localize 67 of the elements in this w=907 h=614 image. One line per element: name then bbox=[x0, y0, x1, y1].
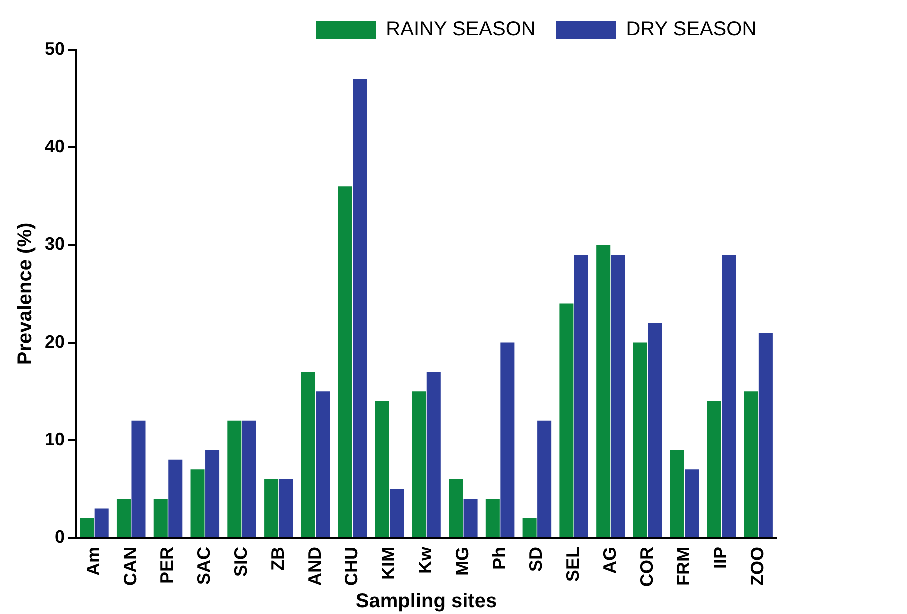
bar bbox=[390, 489, 404, 537]
x-tick-label: Am bbox=[83, 547, 104, 576]
x-tick-label: SEL bbox=[563, 547, 584, 582]
bar bbox=[633, 342, 648, 537]
x-tick-label: SIC bbox=[231, 547, 252, 578]
bar bbox=[168, 460, 183, 537]
bar bbox=[228, 420, 242, 537]
x-tick-label: KIM bbox=[378, 547, 399, 580]
bar bbox=[132, 420, 146, 537]
bar bbox=[94, 508, 109, 537]
y-tick-label: 20 bbox=[44, 332, 66, 352]
bar bbox=[500, 342, 515, 537]
x-tick-label: IIP bbox=[710, 547, 731, 570]
bar bbox=[353, 79, 368, 537]
bar bbox=[685, 470, 700, 537]
legend-label: RAINY SEASON bbox=[386, 18, 536, 41]
bar bbox=[486, 498, 500, 537]
bar bbox=[560, 304, 574, 537]
bar bbox=[301, 372, 316, 537]
bar bbox=[80, 518, 94, 537]
x-tick-label: Ph bbox=[489, 547, 510, 570]
bar bbox=[279, 479, 294, 537]
bar bbox=[375, 401, 390, 537]
bar bbox=[412, 392, 426, 537]
bar bbox=[611, 254, 626, 537]
x-tick-label: Kw bbox=[415, 546, 436, 574]
x-axis-title: Sampling sites bbox=[356, 590, 498, 613]
y-tick-label: 0 bbox=[55, 526, 66, 547]
bar bbox=[206, 450, 220, 537]
bar bbox=[596, 245, 611, 537]
bar bbox=[538, 420, 552, 537]
y-tick-label: 40 bbox=[44, 136, 66, 157]
x-tick-label: COR bbox=[636, 547, 657, 587]
bar bbox=[116, 498, 131, 537]
x-tick-label: AG bbox=[600, 547, 620, 574]
y-tick-label: 30 bbox=[44, 234, 66, 254]
y-axis-title: Prevalence (%) bbox=[14, 222, 37, 366]
bar bbox=[464, 498, 478, 537]
legend-label: DRY SEASON bbox=[626, 18, 757, 41]
x-tick-label: SAC bbox=[194, 547, 214, 586]
x-tick-label: ZOO bbox=[748, 547, 768, 586]
bar bbox=[190, 470, 205, 537]
bar bbox=[574, 254, 588, 537]
bar bbox=[758, 333, 773, 537]
bar bbox=[648, 323, 662, 537]
x-tick-label: FRM bbox=[674, 547, 694, 586]
bar bbox=[522, 518, 537, 537]
x-tick-label: PER bbox=[157, 547, 178, 584]
bar bbox=[707, 401, 722, 537]
bar bbox=[449, 479, 464, 537]
bar bbox=[744, 392, 758, 537]
x-tick-label: AND bbox=[304, 547, 325, 586]
x-tick-label: SD bbox=[526, 547, 546, 572]
bar bbox=[154, 498, 168, 537]
bar bbox=[670, 450, 684, 537]
bar bbox=[242, 420, 256, 537]
y-tick-label: 10 bbox=[44, 429, 66, 450]
bar bbox=[316, 392, 330, 537]
x-tick-label: ZB bbox=[268, 547, 288, 571]
x-tick-label: CAN bbox=[120, 547, 140, 586]
y-tick-label: 50 bbox=[44, 38, 66, 59]
x-tick-label: MG bbox=[452, 547, 472, 576]
bar bbox=[426, 372, 441, 537]
bar bbox=[338, 186, 352, 537]
x-tick-label: CHU bbox=[342, 547, 362, 586]
bar bbox=[264, 479, 279, 537]
bar bbox=[722, 254, 736, 537]
